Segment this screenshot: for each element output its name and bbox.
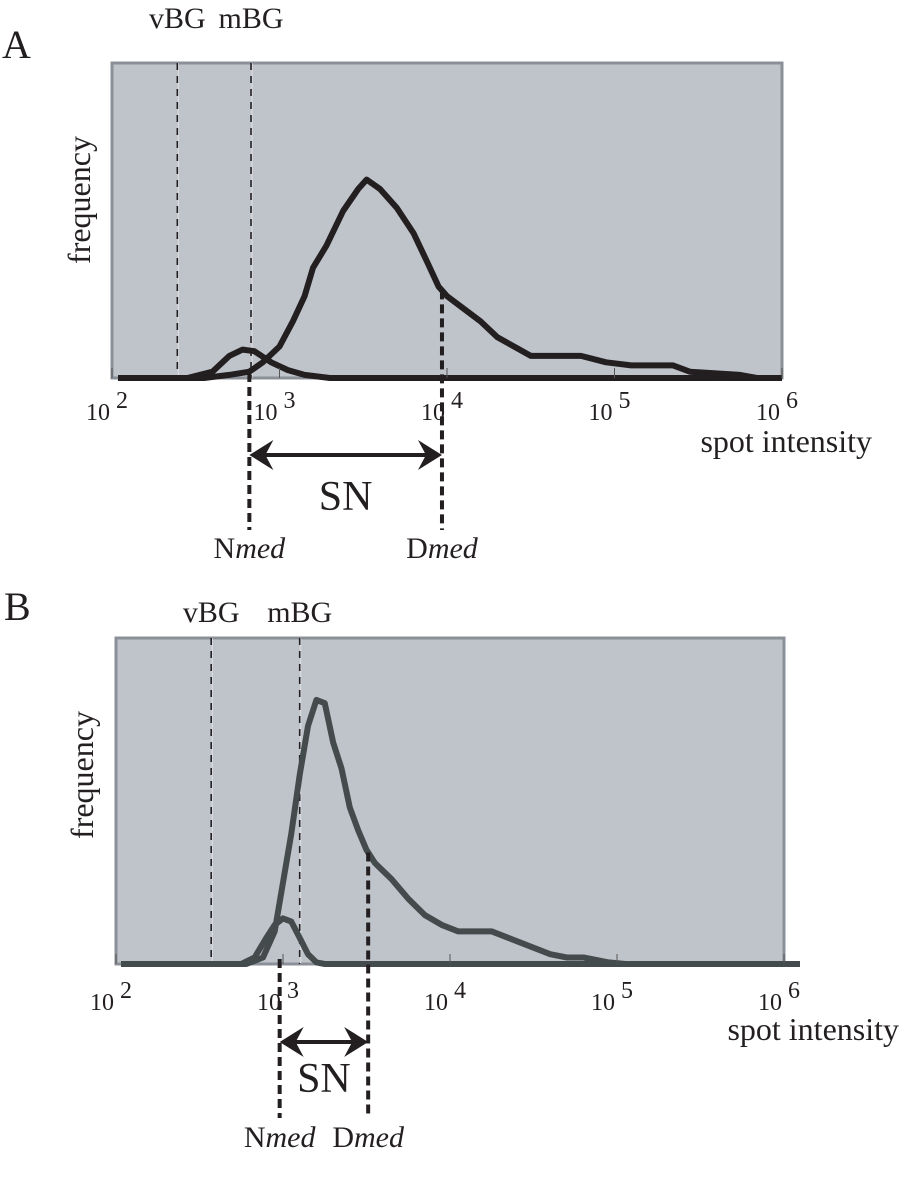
x-tick-labels-b: 10 2 10 3 10 4 10 5 10 6 <box>90 954 800 1016</box>
x-axis-label-b: spot intensity <box>727 1011 899 1047</box>
sn-arrow-head-left <box>279 1027 304 1057</box>
median-label-nmed: Nmed <box>244 1121 317 1154</box>
x-tick-label: 10 <box>86 400 110 426</box>
plot-area-a <box>110 61 784 380</box>
y-axis-label-a: frequency <box>61 136 97 264</box>
x-tick-labels-a: 10 2 10 3 10 4 10 5 10 6 <box>86 368 798 426</box>
x-tick-exponent: 6 <box>786 388 798 414</box>
sn-arrow-head-left <box>249 440 274 470</box>
sn-annotation-b: Nmed Dmed SN <box>244 852 405 1154</box>
ref-label-vbg: vBG <box>149 2 206 35</box>
median-label-dmed: Dmed <box>332 1121 405 1154</box>
sn-arrow-head-right <box>417 440 442 470</box>
y-axis-label-b: frequency <box>64 711 100 839</box>
ref-label-vbg: vBG <box>183 596 240 629</box>
x-tick-exponent: 6 <box>788 978 800 1004</box>
plot-area-b <box>114 636 786 966</box>
median-label-dmed: Dmed <box>406 532 479 565</box>
x-tick-exponent: 4 <box>451 388 463 414</box>
x-tick-exponent: 3 <box>284 388 296 414</box>
panel-letter-a: A <box>2 22 31 67</box>
ref-label-mbg: mBG <box>267 596 332 629</box>
x-tick-exponent: 5 <box>619 388 631 414</box>
series-line-signal <box>118 176 782 381</box>
x-tick-label: 10 <box>758 990 782 1016</box>
series-b <box>121 696 800 967</box>
x-tick-label: 10 <box>254 400 278 426</box>
x-tick-label: 10 <box>589 400 613 426</box>
reference-lines-b: vBG mBG <box>183 596 332 964</box>
x-tick-label: 10 <box>756 400 780 426</box>
x-tick-exponent: 2 <box>116 388 128 414</box>
panel-b: B vBG mBG 10 2 10 3 10 4 10 5 10 6 frequency spot … <box>4 584 899 1154</box>
x-tick-label: 10 <box>424 990 448 1016</box>
x-tick-exponent: 5 <box>621 978 633 1004</box>
panel-a: A vBG mBG 10 2 10 3 10 4 10 5 10 6 frequency spot … <box>2 2 872 565</box>
ref-label-mbg: mBG <box>219 2 284 35</box>
median-label-nmed: Nmed <box>214 532 287 565</box>
series-a <box>118 176 782 381</box>
x-tick-label: 10 <box>591 990 615 1016</box>
sn-annotation-a: Nmed Dmed SN <box>214 290 479 565</box>
x-tick-exponent: 4 <box>454 978 466 1004</box>
reference-lines-a: vBG mBG <box>149 2 284 378</box>
x-tick-label: 10 <box>257 990 281 1016</box>
x-axis-label-a: spot intensity <box>700 423 872 459</box>
x-tick-label: 10 <box>90 990 114 1016</box>
sn-arrow-head-right <box>344 1027 369 1057</box>
panel-letter-b: B <box>4 584 31 629</box>
sn-label: SN <box>319 474 373 520</box>
sn-label: SN <box>297 1056 351 1102</box>
x-tick-exponent: 3 <box>287 978 299 1004</box>
series-line-signal <box>121 696 800 967</box>
series-line-noise <box>118 346 782 381</box>
x-tick-exponent: 2 <box>120 978 132 1004</box>
